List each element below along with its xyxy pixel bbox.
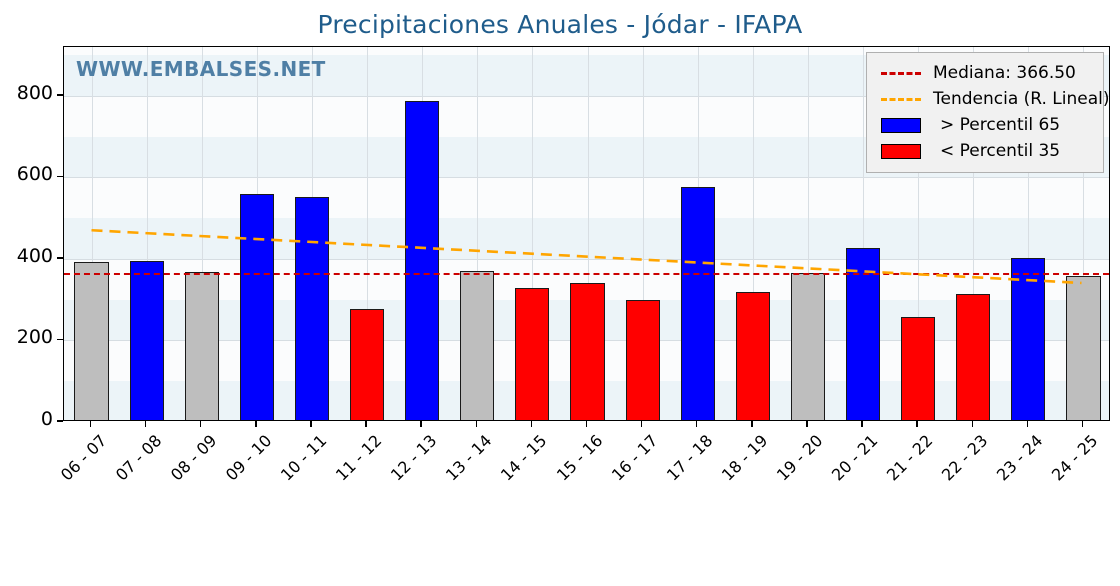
- x-tick-mark: [89, 421, 92, 427]
- legend-label: > Percentil 65: [940, 115, 1061, 135]
- x-tick-mark: [310, 421, 312, 427]
- x-tick-mark: [255, 421, 257, 427]
- x-tick-mark: [751, 421, 753, 427]
- y-tick-label: 400: [16, 244, 53, 267]
- bar: [570, 283, 605, 420]
- gridline: [863, 47, 864, 420]
- y-tick-mark: [57, 338, 63, 341]
- x-tick-mark: [144, 421, 147, 427]
- bar: [1066, 276, 1101, 420]
- x-tick-mark: [696, 421, 698, 427]
- red-swatch-icon: [875, 143, 927, 159]
- bar: [956, 294, 991, 420]
- trend-line: [64, 47, 1109, 420]
- bar: [74, 262, 109, 420]
- y-tick-label: 600: [16, 163, 53, 186]
- y-tick-mark: [57, 94, 63, 96]
- bar: [1011, 258, 1046, 420]
- bar: [460, 271, 495, 420]
- gridline: [367, 47, 368, 420]
- gridline: [643, 47, 644, 420]
- median-reference-line: [64, 272, 1109, 275]
- x-tick-mark: [585, 421, 588, 427]
- gridline: [1083, 47, 1084, 420]
- bar: [349, 309, 385, 420]
- gridline: [588, 47, 589, 420]
- bar: [184, 271, 219, 420]
- x-tick-mark: [916, 421, 918, 427]
- legend-item-median: Mediana: 366.50: [875, 60, 1095, 86]
- bar: [735, 292, 770, 420]
- gridline: [1028, 47, 1029, 420]
- legend-label: Tendencia (R. Lineal): [933, 89, 1110, 109]
- x-tick-mark: [640, 421, 643, 427]
- bar: [129, 260, 164, 420]
- x-tick-mark: [200, 421, 202, 427]
- bar: [625, 299, 660, 420]
- y-tick-label: 200: [16, 326, 53, 349]
- bar: [901, 316, 936, 420]
- precipitation-bar-chart: Precipitaciones Anuales - Jódar - IFAPA …: [16, 10, 1110, 485]
- legend-label: Mediana: 366.50: [933, 63, 1076, 83]
- legend-item-percentil-35: < Percentil 35: [875, 138, 1095, 164]
- gridline: [918, 47, 919, 420]
- x-tick-mark: [475, 421, 477, 427]
- gridline: [753, 47, 754, 420]
- gridline: [64, 177, 1109, 179]
- gridline: [973, 47, 974, 420]
- gridline: [808, 47, 809, 420]
- x-tick-mark: [1026, 421, 1029, 427]
- y-tick-mark: [57, 257, 63, 259]
- median-line-icon: [875, 71, 927, 75]
- bar: [405, 100, 440, 420]
- bar: [239, 193, 274, 420]
- blue-swatch-icon: [875, 117, 927, 133]
- gridline: [532, 47, 533, 420]
- bar: [790, 272, 825, 420]
- bar: [680, 187, 715, 420]
- y-tick-label: 800: [16, 81, 53, 104]
- y-tick-label: 0: [40, 408, 53, 430]
- gridline: [477, 47, 478, 420]
- y-tick-mark: [57, 175, 63, 178]
- x-tick-mark: [806, 421, 808, 427]
- legend-item-trend: Tendencia (R. Lineal): [875, 86, 1110, 112]
- x-tick-mark: [365, 421, 367, 427]
- chart-title: Precipitaciones Anuales - Jódar - IFAPA: [317, 10, 803, 39]
- x-tick-mark: [420, 421, 422, 427]
- y-tick-mark: [57, 420, 63, 422]
- x-tick-mark: [1081, 421, 1084, 427]
- legend-item-percentil-65: > Percentil 65: [875, 112, 1095, 138]
- chart-legend: Mediana: 366.50 Tendencia (R. Lineal) > …: [866, 52, 1110, 173]
- watermark: WWW.EMBALSES.NET: [76, 57, 326, 81]
- legend-label: < Percentil 35: [940, 141, 1061, 161]
- bar: [515, 288, 550, 420]
- bar: [294, 197, 330, 420]
- gridline: [92, 47, 93, 420]
- x-tick-mark: [530, 421, 533, 427]
- x-tick-mark: [861, 421, 863, 427]
- x-tick-mark: [971, 421, 973, 427]
- gridline: [64, 258, 1109, 260]
- gridline: [64, 95, 1109, 97]
- bar: [845, 247, 881, 420]
- trend-line-icon: [875, 97, 927, 101]
- gridline: [202, 47, 203, 420]
